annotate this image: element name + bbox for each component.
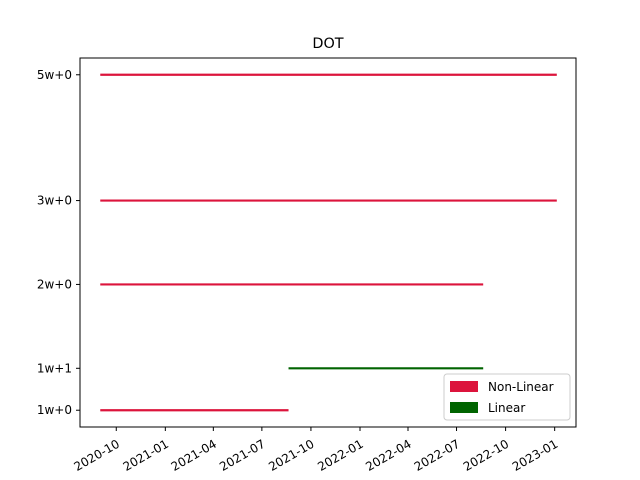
y-tick-label-4: 5w+0 <box>37 68 72 82</box>
x-tick-label-1: 2021-01 <box>121 437 171 474</box>
x-tick-label-3: 2021-07 <box>217 437 267 474</box>
y-tick-label-0: 1w+0 <box>37 403 72 417</box>
x-tick-label-2: 2021-04 <box>169 437 219 474</box>
x-tick-label-4: 2021-10 <box>266 437 316 474</box>
y-tick-label-3: 3w+0 <box>37 194 72 208</box>
legend: Non-Linear Linear <box>443 373 571 421</box>
x-tick-label-7: 2022-07 <box>412 437 462 474</box>
plot-frame <box>79 57 577 428</box>
x-tick-label-9: 2023-01 <box>510 437 560 474</box>
chart-marks <box>100 73 557 412</box>
x-tick-label-5: 2022-01 <box>315 437 365 474</box>
y-axis: 1w+0 1w+1 2w+0 3w+0 5w+0 <box>37 68 80 417</box>
x-tick-label-0: 2020-10 <box>72 437 122 474</box>
y-tick-label-2: 2w+0 <box>37 277 72 291</box>
legend-swatch-non-linear <box>450 381 478 392</box>
chart-title: DOT <box>312 36 343 52</box>
x-tick-label-8: 2022-10 <box>461 437 511 474</box>
legend-label-linear: Linear <box>488 401 525 415</box>
x-tick-label-6: 2022-04 <box>363 437 413 474</box>
x-axis: 2020-102021-012021-042021-072021-102022-… <box>72 427 560 474</box>
y-tick-label-1: 1w+1 <box>37 361 72 375</box>
legend-label-non-linear: Non-Linear <box>488 380 554 394</box>
legend-swatch-linear <box>450 402 478 413</box>
